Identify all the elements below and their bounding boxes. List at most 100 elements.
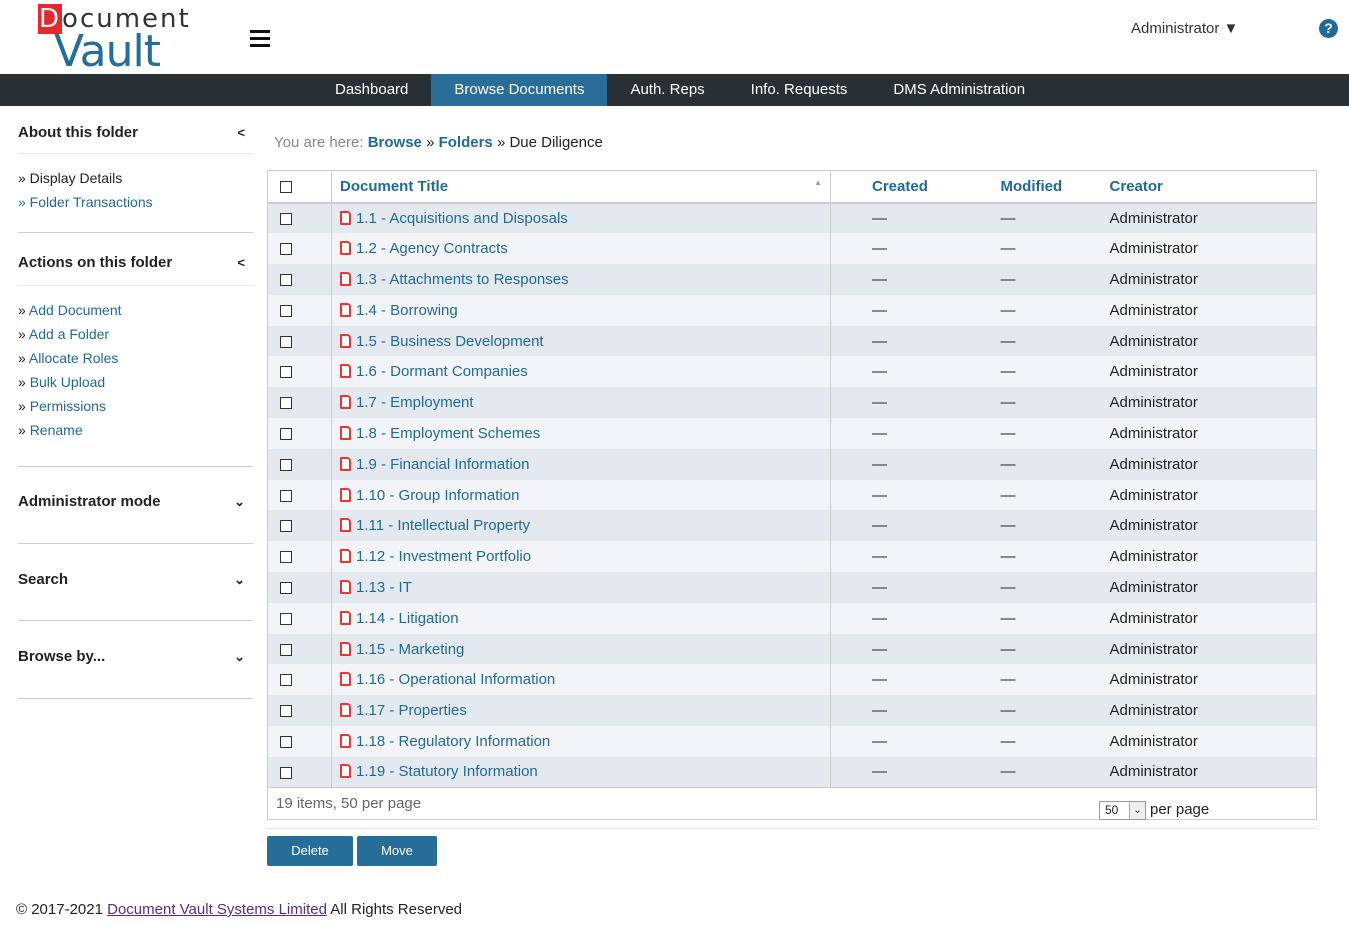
row-checkbox[interactable]: [280, 520, 292, 533]
nav-info-requests[interactable]: Info. Requests: [750, 81, 848, 98]
creator-cell: Administrator: [1099, 233, 1317, 265]
row-checkbox[interactable]: [280, 304, 292, 317]
col-creator[interactable]: Creator: [1099, 170, 1317, 204]
separator: »: [496, 134, 506, 151]
document-link[interactable]: 1.15 - Marketing: [356, 640, 465, 658]
company-link[interactable]: Document Vault Systems Limited: [107, 901, 327, 918]
row-checkbox[interactable]: [280, 428, 292, 440]
help-icon[interactable]: ?: [1319, 19, 1338, 38]
document-link[interactable]: 1.4 - Borrowing: [356, 301, 458, 319]
document-link[interactable]: 1.17 - Properties: [356, 702, 467, 720]
select-cell: [267, 541, 332, 573]
bulk-upload-link[interactable]: » Bulk Upload: [18, 374, 106, 390]
pdf-file-icon: [340, 333, 351, 348]
row-checkbox[interactable]: [280, 705, 292, 718]
document-link[interactable]: 1.16 - Operational Information: [356, 671, 556, 689]
document-link[interactable]: 1.1 - Acquisitions and Disposals: [356, 209, 568, 227]
section-title: Browse by...: [18, 648, 106, 665]
nav-browse-documents[interactable]: Browse Documents: [431, 74, 608, 106]
row-checkbox[interactable]: [280, 397, 292, 410]
creator-cell: Administrator: [1099, 356, 1317, 388]
created-cell: —: [830, 510, 961, 542]
select-cell: [267, 572, 332, 603]
modified-cell: —: [960, 572, 1100, 603]
allocate-roles-link[interactable]: » Allocate Roles: [18, 350, 119, 366]
row-checkbox[interactable]: [280, 366, 292, 379]
row-checkbox[interactable]: [280, 612, 292, 625]
title-cell: 1.18 - Regulatory Information: [331, 726, 831, 757]
chevron-left-icon: <: [237, 125, 245, 140]
pdf-file-icon: [340, 733, 351, 748]
table-row: 1.6 - Dormant Companies — — Administrato…: [267, 356, 1317, 388]
document-link[interactable]: 1.5 - Business Development: [356, 332, 544, 350]
search-section[interactable]: Search ⌄: [18, 544, 253, 621]
document-link[interactable]: 1.11 - Intellectual Property: [356, 517, 530, 535]
nav-dashboard[interactable]: Dashboard: [335, 81, 409, 98]
add-document-link[interactable]: » Add Document: [18, 302, 122, 318]
document-link[interactable]: 1.8 - Employment Schemes: [356, 424, 541, 442]
document-link[interactable]: 1.12 - Investment Portfolio: [356, 548, 532, 566]
browse-by-section[interactable]: Browse by... ⌄: [18, 621, 253, 699]
col-document-title[interactable]: Document Title ▲: [331, 170, 831, 204]
row-checkbox[interactable]: [280, 581, 292, 594]
document-link[interactable]: 1.2 - Agency Contracts: [356, 240, 508, 258]
select-cell: [267, 233, 332, 265]
row-checkbox[interactable]: [280, 551, 292, 564]
select-cell: [267, 726, 332, 757]
document-link[interactable]: 1.7 - Employment: [356, 394, 474, 412]
row-checkbox[interactable]: [280, 766, 292, 779]
title-cell: 1.10 - Group Information: [331, 479, 831, 511]
row-checkbox[interactable]: [280, 335, 292, 348]
breadcrumb-folders[interactable]: Folders: [438, 134, 493, 151]
link[interactable]: Bulk Upload: [29, 374, 106, 390]
breadcrumb-browse[interactable]: Browse: [367, 134, 422, 151]
document-link[interactable]: 1.9 - Financial Information: [356, 455, 530, 473]
user-menu[interactable]: Administrator ▼: [1131, 20, 1239, 37]
row-checkbox[interactable]: [280, 212, 292, 225]
row-checkbox[interactable]: [280, 643, 292, 656]
row-checkbox[interactable]: [280, 243, 292, 256]
document-link[interactable]: 1.14 - Litigation: [356, 609, 459, 627]
row-checkbox[interactable]: [280, 735, 292, 748]
move-button[interactable]: Move: [357, 836, 437, 866]
created-cell: —: [830, 756, 961, 788]
document-link[interactable]: 1.10 - Group Information: [356, 486, 520, 504]
logo[interactable]: Document Vault: [38, 4, 191, 77]
row-checkbox[interactable]: [280, 274, 292, 287]
modified-cell: —: [960, 726, 1100, 757]
link[interactable]: » Folder Transactions: [18, 194, 153, 210]
per-page-select[interactable]: 50 ⌄: [1099, 800, 1146, 820]
select-all-checkbox[interactable]: [280, 180, 292, 193]
nav-auth-reps[interactable]: Auth. Reps: [630, 81, 705, 98]
creator-cell: Administrator: [1099, 726, 1317, 757]
link[interactable]: Rename: [29, 422, 83, 438]
link[interactable]: Add a Folder: [28, 326, 110, 342]
folder-transactions-link[interactable]: » Folder Transactions: [18, 190, 253, 214]
link[interactable]: Add Document: [28, 302, 122, 318]
document-link[interactable]: 1.3 - Attachments to Responses: [356, 270, 569, 288]
document-link[interactable]: 1.19 - Statutory Information: [356, 763, 538, 781]
link[interactable]: Permissions: [29, 398, 106, 414]
row-checkbox[interactable]: [280, 674, 292, 687]
document-link[interactable]: 1.6 - Dormant Companies: [356, 363, 528, 381]
col-modified[interactable]: Modified: [960, 170, 1100, 204]
admin-mode-section[interactable]: Administrator mode ⌄: [18, 467, 253, 544]
document-link[interactable]: 1.13 - IT: [356, 578, 412, 596]
rename-link[interactable]: » Rename: [18, 422, 83, 438]
add-folder-link[interactable]: » Add a Folder: [18, 326, 110, 342]
display-details-link[interactable]: » Display Details: [18, 170, 123, 186]
link[interactable]: Allocate Roles: [28, 350, 119, 366]
delete-button[interactable]: Delete: [267, 836, 353, 866]
about-header[interactable]: About this folder <: [18, 106, 253, 154]
document-link[interactable]: 1.18 - Regulatory Information: [356, 732, 551, 750]
col-created[interactable]: Created: [830, 170, 961, 204]
nav-dms-administration[interactable]: DMS Administration: [893, 81, 1026, 98]
hamburger-menu-icon[interactable]: [250, 30, 270, 47]
row-checkbox[interactable]: [280, 489, 292, 502]
permissions-link[interactable]: » Permissions: [18, 398, 106, 414]
row-checkbox[interactable]: [280, 458, 292, 471]
created-cell: —: [830, 202, 961, 234]
title-cell: 1.19 - Statutory Information: [331, 756, 831, 788]
actions-header[interactable]: Actions on this folder <: [18, 233, 253, 286]
separator: »: [426, 134, 435, 151]
